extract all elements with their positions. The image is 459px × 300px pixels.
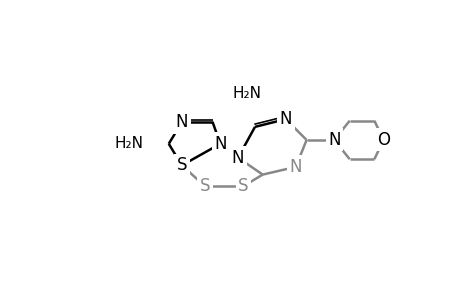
Text: N: N (289, 158, 302, 176)
Text: H₂N: H₂N (114, 136, 143, 151)
Text: N: N (327, 131, 340, 149)
Text: H₂N: H₂N (232, 86, 261, 101)
Text: O: O (376, 131, 389, 149)
Text: S: S (238, 177, 248, 195)
Text: N: N (175, 113, 188, 131)
Text: N: N (279, 110, 291, 128)
Text: S: S (176, 156, 187, 174)
Text: N: N (213, 135, 226, 153)
Text: N: N (231, 149, 244, 167)
Text: S: S (199, 177, 210, 195)
